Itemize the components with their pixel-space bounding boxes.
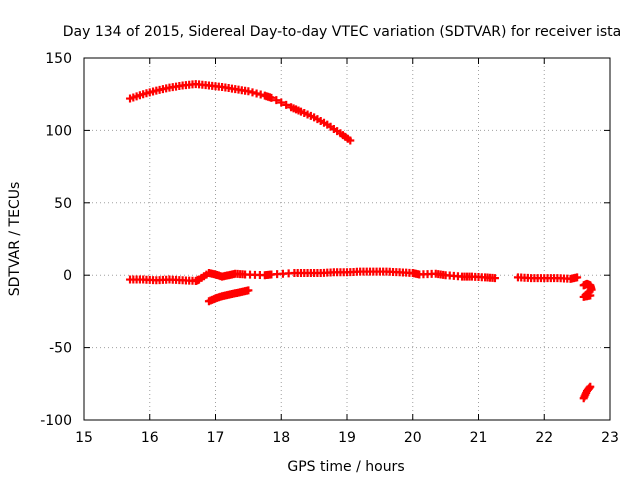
data-point [586, 291, 595, 300]
data-points [126, 80, 596, 403]
data-point [267, 93, 276, 102]
y-tick-label: -50 [49, 341, 72, 357]
x-tick-label: 16 [141, 430, 159, 446]
data-point [244, 286, 253, 295]
x-tick-label: 15 [75, 430, 93, 446]
axis-ticks: 15 16 17 18 19 20 21 22 23 -100 -50 0 50 100 150 [40, 51, 619, 446]
x-tick-label: 20 [404, 430, 422, 446]
data-point [282, 100, 291, 109]
y-axis-label: SDTVAR / TECUs [7, 182, 23, 297]
y-tick-label: 50 [54, 196, 72, 212]
series-lower-branch [204, 286, 253, 306]
series-late-end [579, 279, 596, 403]
x-tick-label: 19 [338, 430, 356, 446]
data-point [573, 273, 582, 282]
chart-title: Day 134 of 2015, Sidereal Day-to-day VTE… [63, 24, 621, 40]
data-point [490, 274, 499, 283]
x-tick-label: 23 [601, 430, 619, 446]
y-tick-label: 0 [63, 268, 72, 284]
data-point [346, 136, 355, 145]
y-tick-label: 100 [45, 123, 72, 139]
x-tick-label: 18 [272, 430, 290, 446]
data-point [272, 96, 281, 105]
series-upper-arc [126, 80, 355, 145]
data-point [586, 382, 595, 391]
series-near-zero [126, 267, 582, 285]
y-tick-label: 150 [45, 51, 72, 67]
data-point [277, 98, 286, 107]
x-axis-label: GPS time / hours [287, 459, 404, 475]
y-tick-label: -100 [40, 413, 72, 429]
x-tick-label: 22 [535, 430, 553, 446]
grid-lines [84, 58, 610, 420]
x-tick-label: 17 [207, 430, 225, 446]
x-tick-label: 21 [470, 430, 488, 446]
